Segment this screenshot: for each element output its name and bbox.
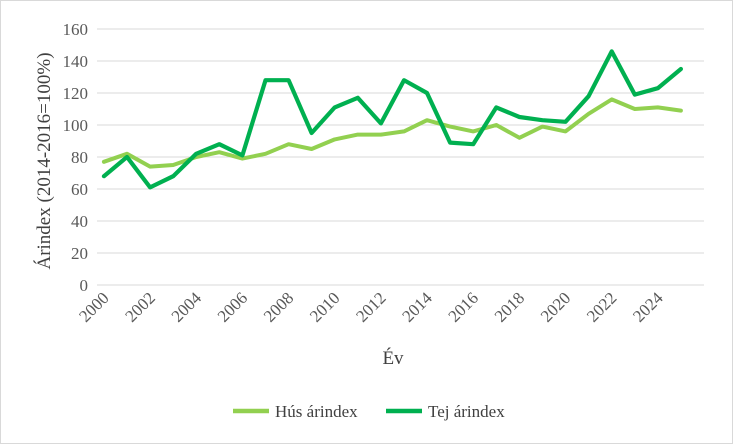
series-line-2 — [101, 49, 684, 190]
y-tick-label: 0 — [80, 276, 89, 295]
x-tick-label: 2016 — [445, 288, 482, 325]
x-tick-label: 2012 — [352, 288, 389, 325]
y-tick-label: 60 — [71, 180, 88, 199]
x-axis-label: Év — [382, 347, 404, 369]
series-line-1 — [101, 97, 683, 169]
series-lines — [101, 49, 684, 190]
legend-label: Tej árindex — [428, 402, 505, 421]
x-tick-label: 2004 — [168, 288, 206, 326]
x-tick-label: 2006 — [214, 288, 251, 325]
x-tick-label: 2020 — [537, 288, 574, 325]
y-tick-label: 140 — [63, 52, 89, 71]
legend: Hús árindex Tej árindex — [233, 402, 505, 421]
y-axis-ticks: 0 20 40 60 80 100 120 140 160 — [63, 20, 89, 295]
y-tick-label: 120 — [63, 84, 89, 103]
x-tick-label: 2014 — [398, 288, 436, 326]
x-tick-label: 2022 — [583, 288, 620, 325]
x-tick-label: 2002 — [121, 288, 158, 325]
y-tick-label: 80 — [71, 148, 88, 167]
gridlines — [97, 28, 704, 286]
y-tick-label: 160 — [63, 20, 89, 39]
y-tick-label: 40 — [71, 212, 88, 231]
x-tick-label: 2024 — [629, 288, 667, 326]
x-tick-label: 2018 — [491, 288, 528, 325]
x-axis-ticks: 2000 2002 2004 2006 2008 2010 2012 2014 2016 2018… — [75, 288, 667, 326]
legend-label: Hús árindex — [275, 402, 358, 421]
y-tick-label: 100 — [63, 116, 89, 135]
x-tick-label: 2010 — [306, 288, 343, 325]
x-tick-label: 2008 — [260, 288, 297, 325]
y-axis-label: Árindex (2014-2016=100%) — [33, 52, 55, 269]
y-tick-label: 20 — [71, 244, 88, 263]
